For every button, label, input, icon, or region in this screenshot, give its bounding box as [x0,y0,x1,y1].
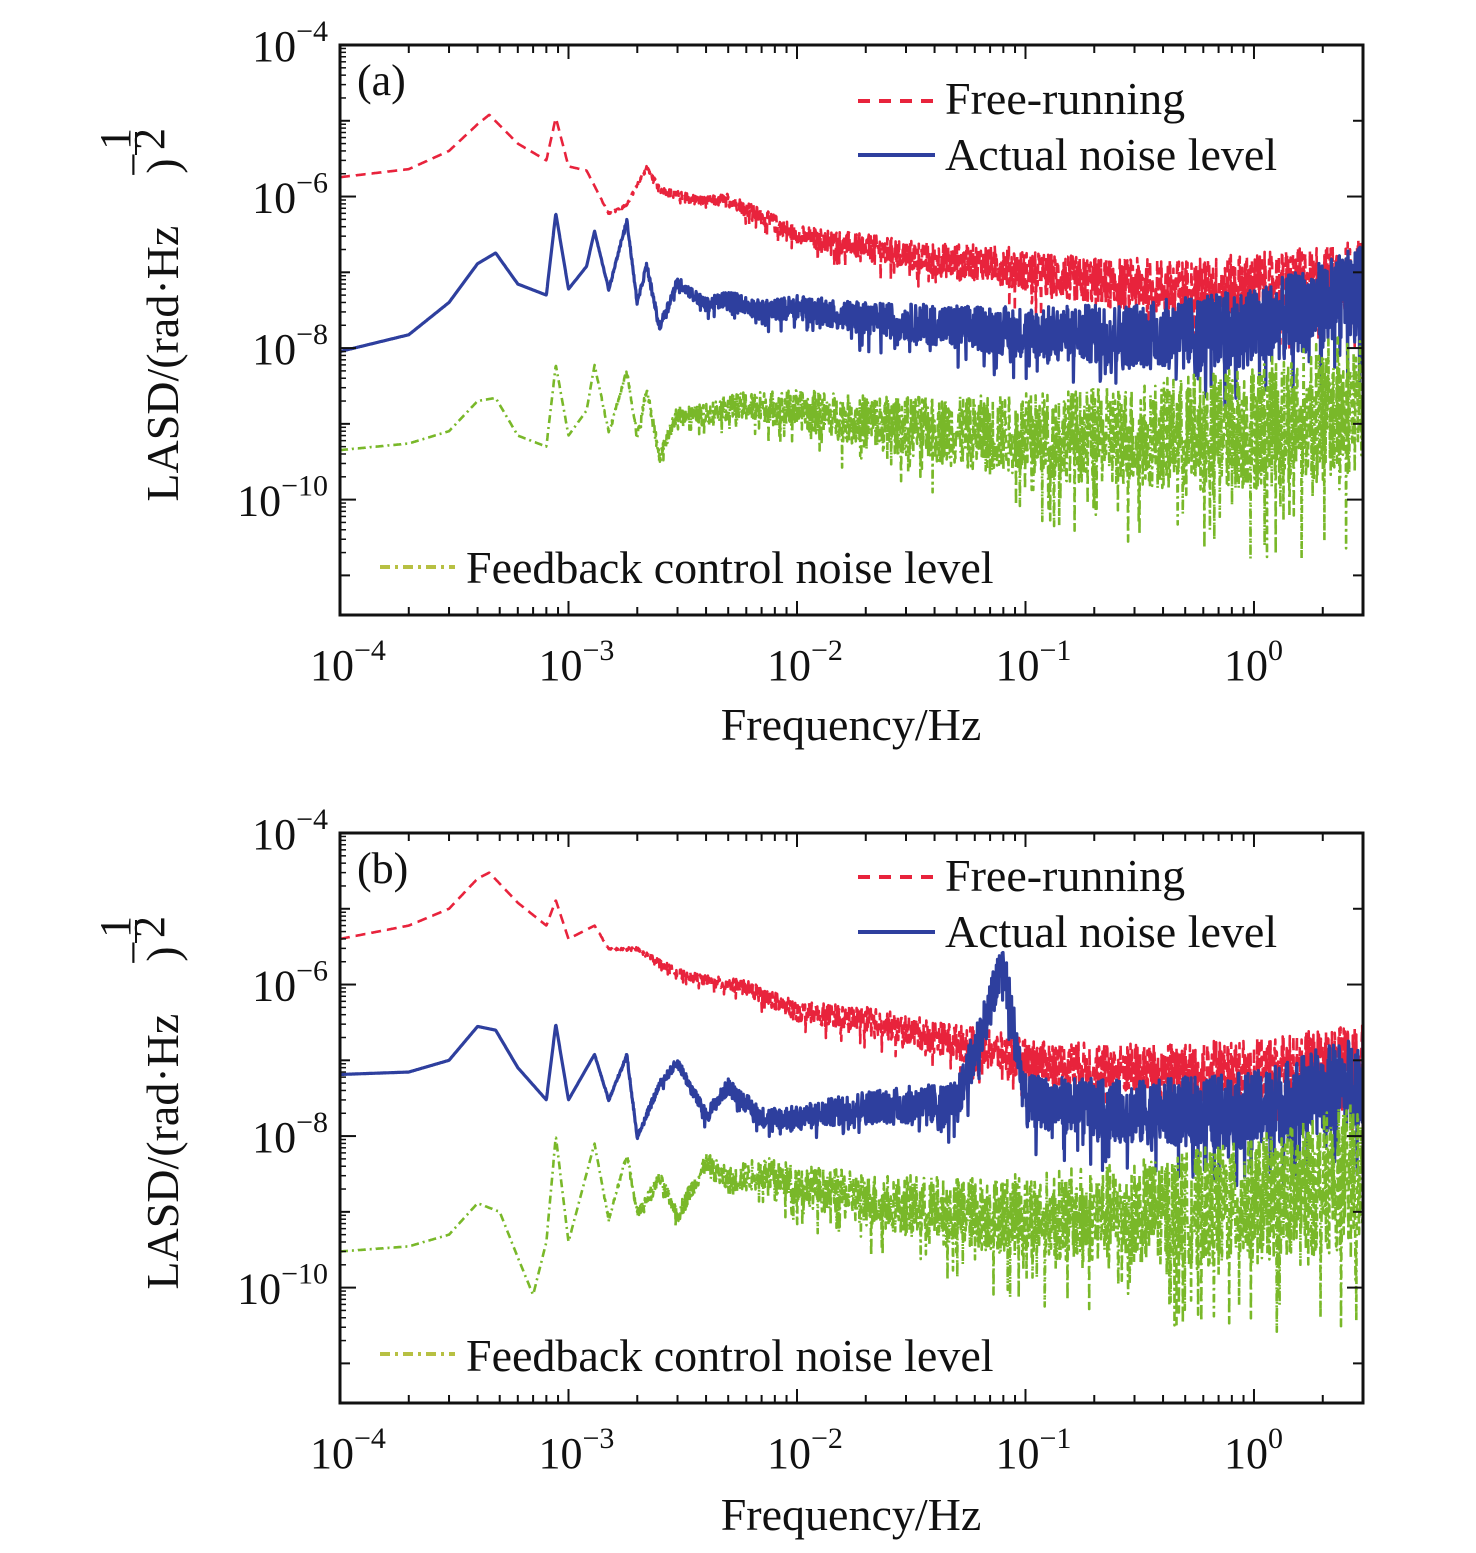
legend-label-feedback-noise-a: Feedback control noise level [466,542,994,593]
plot-area-b [340,871,1363,1333]
series-line-feedback-control-noise-level-a [340,336,1363,561]
x-tick-label: 10−2 [767,634,843,690]
x-tick-label: 10−2 [767,1422,843,1478]
x-tick-label: 10−4 [310,1422,386,1478]
legend-label-free-running-a: Free-running [945,73,1185,124]
ticks-a: 10−4 10−3 10−2 10−1 100 10−4 10−6 10−8 10−10 [237,15,1364,690]
legend-label-actual-noise-a: Actual noise level [945,129,1277,180]
x-tick-label: 10−1 [995,634,1071,690]
panel-a: 10−4 10−3 10−2 10−1 100 10−4 10−6 10−8 10−10 (a)… [91,15,1365,750]
y-axis-exp-minus-b: − [109,940,158,965]
y-tick-label: 10−10 [237,470,328,526]
y-axis-title-main-b: LASD/(rad·Hz [137,1014,188,1290]
x-tick-label: 10−1 [995,1422,1071,1478]
legend-label-actual-noise-b: Actual noise level [945,906,1277,957]
x-axis-title-b: Frequency/Hz [721,1489,982,1540]
series-line-actual-noise-level-b [340,950,1363,1188]
y-tick-label: 10−8 [252,318,328,374]
svg-text:LASD/(rad·Hz): LASD/(rad·Hz) [137,946,188,1289]
y-axis-exp-minus-a: − [109,152,158,177]
series-line-actual-noise-level-a [340,212,1363,408]
ticks-b: 10−4 10−3 10−2 10−1 100 10−4 10−6 10−8 10−10 [237,803,1364,1478]
y-tick-label: 10−6 [252,167,328,223]
y-tick-label: 10−10 [237,1258,328,1314]
x-tick-label: 10−3 [538,634,614,690]
plot-frame-b [338,831,1365,1405]
y-axis-exp-num-a: 1 [91,128,140,150]
panel-b: 10−4 10−3 10−2 10−1 100 10−4 10−6 10−8 10−10 (b)… [91,803,1365,1540]
y-tick-label: 10−4 [252,803,328,859]
y-axis-title-close-b: ) [137,946,188,961]
x-axis-title-a: Frequency/Hz [721,699,982,750]
plot-area-a [340,113,1363,561]
x-tick-label: 10−3 [538,1422,614,1478]
y-axis-exp-num-b: 1 [91,916,140,938]
y-tick-label: 10−6 [252,955,328,1011]
y-axis-title-main-a: LASD/(rad·Hz [137,226,188,502]
series-line-free-running-b [340,871,1363,1137]
y-axis-title-a: LASD/(rad·Hz) − 1 2 [91,128,188,502]
panel-label-b: (b) [357,844,408,893]
x-tick-label: 100 [1224,634,1283,690]
legend-label-free-running-b: Free-running [945,850,1185,901]
y-axis-exp-den-a: 2 [125,128,174,150]
y-axis-exp-den-b: 2 [125,916,174,938]
y-tick-label: 10−8 [252,1106,328,1162]
y-axis-title-b: LASD/(rad·Hz) − 1 2 [91,916,188,1290]
y-tick-label: 10−4 [252,15,328,71]
series-line-feedback-control-noise-level-b [340,1103,1363,1333]
x-tick-label: 100 [1224,1422,1283,1478]
plot-frame-a [338,43,1365,617]
x-tick-label: 10−4 [310,634,386,690]
y-axis-title-close-a: ) [137,158,188,173]
svg-text:LASD/(rad·Hz): LASD/(rad·Hz) [137,158,188,501]
panel-label-a: (a) [357,56,406,105]
legend-label-feedback-noise-b: Feedback control noise level [466,1330,994,1381]
